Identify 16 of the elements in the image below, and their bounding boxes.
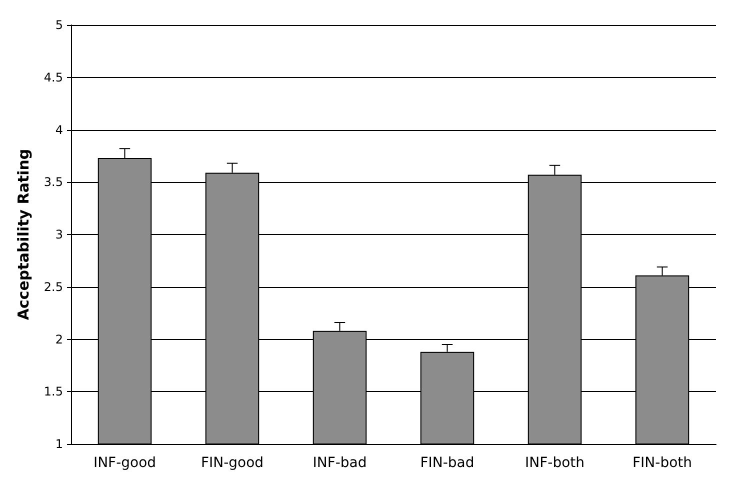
y-tick-label: 4 bbox=[55, 122, 63, 137]
x-tick-label: INF-bad bbox=[312, 455, 367, 471]
y-tick-label: 5 bbox=[55, 18, 63, 32]
x-tick-label: FIN-good bbox=[200, 455, 264, 471]
y-tick-label: 4.5 bbox=[44, 70, 63, 84]
x-tick-label: FIN-both bbox=[632, 455, 692, 471]
y-axis-title: Acceptability Rating bbox=[14, 148, 32, 320]
x-tick-label: INF-good bbox=[93, 455, 156, 471]
y-tick-label: 3 bbox=[55, 228, 63, 242]
y-tick-label: 1 bbox=[55, 437, 63, 451]
y-tick-label: 1.5 bbox=[44, 384, 63, 399]
x-tick-label: INF-both bbox=[524, 455, 585, 471]
y-tick-label: 2 bbox=[55, 332, 63, 346]
y-tick-label: 3.5 bbox=[44, 175, 63, 190]
x-tick-label: FIN-bad bbox=[420, 455, 474, 471]
y-tick-label: 2.5 bbox=[44, 280, 63, 294]
